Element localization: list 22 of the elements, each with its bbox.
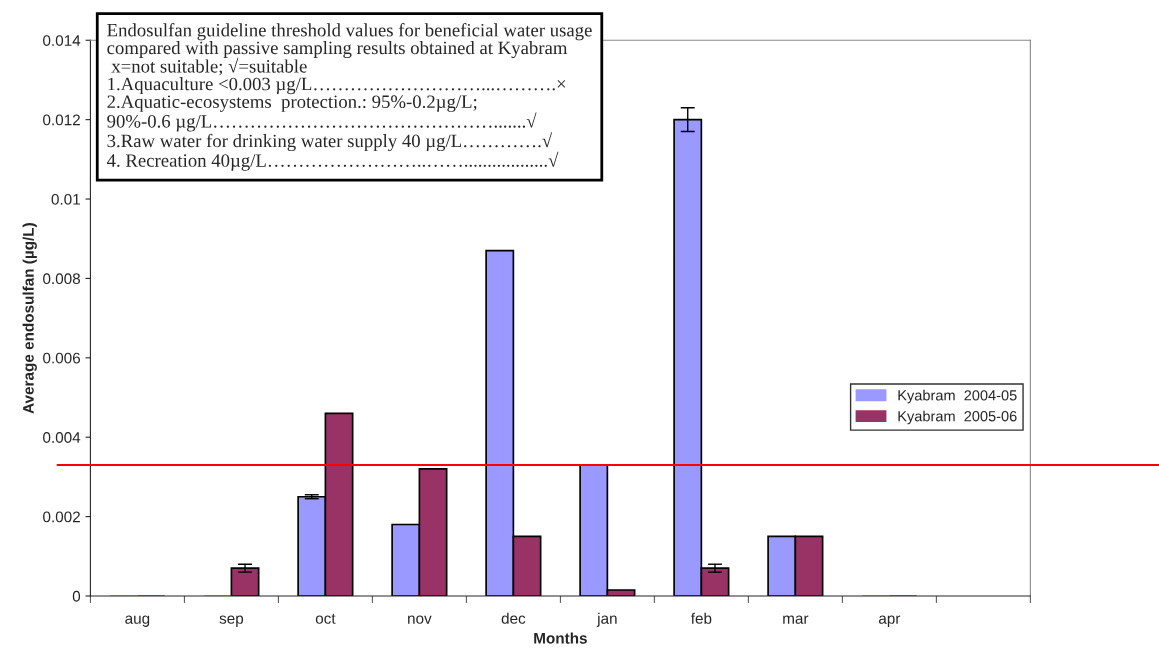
y-tick-label: 0.012: [43, 114, 80, 126]
y-axis-title: Average endosulfan (µg/L): [22, 223, 37, 414]
legend-label: Kyabram 2004-05: [898, 389, 1017, 404]
x-axis-title: Months: [534, 632, 587, 644]
x-tick-label: apr: [878, 615, 901, 627]
y-tick-label: 0.014: [43, 35, 81, 46]
annotation: Endosulfan guideline threshold values for beneficial water usage compared with passive sampling results obtained at Kyabram x=not suitable; √=suitable 1.Aquaculture <0.003 µg/L………………………...……….× 2.Aquatic-ecosystems protection.: 95%-0.2µg/L; 90%-0.6 µg/L……………………………………….......√ 3.Raw water for drinking water supply 40 µg/L………….√ 4. Recreation 40µg/L……………………..……..................√: [106, 23, 592, 171]
x-tick-label: sep: [219, 615, 244, 627]
x-tick-label: feb: [690, 612, 712, 624]
y-tick-label: 0.002: [43, 511, 80, 523]
y-tick-label: 0: [72, 590, 81, 602]
x-tick-label: jan: [596, 612, 617, 627]
y-tick-label: 0.004: [43, 432, 81, 443]
y-tick-label: 0.01: [51, 193, 80, 205]
x-tick-label: mar: [783, 615, 809, 624]
x-tick-label: nov: [408, 615, 432, 624]
legend-label: Kyabram 2005-06: [898, 410, 1017, 425]
x-tick-label: aug: [125, 615, 150, 627]
y-tick-label: 0.008: [43, 273, 81, 285]
y-tick-label: 0.006: [43, 352, 81, 364]
x-tick-label: oct: [315, 613, 336, 624]
x-tick-label: dec: [501, 612, 526, 624]
